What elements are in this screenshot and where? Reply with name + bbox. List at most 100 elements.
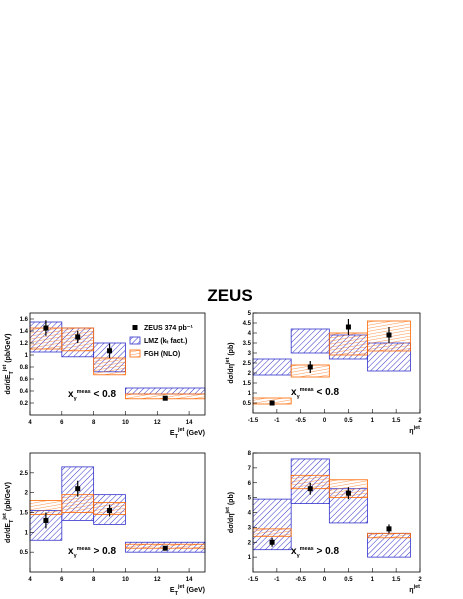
- y-axis-label-part: dσ/dE: [5, 523, 12, 543]
- y-tick-label: 3.5: [243, 341, 252, 347]
- y-tick-label: 0.5: [20, 550, 29, 556]
- x-tick-label: 1: [371, 577, 375, 583]
- data-point: [307, 364, 313, 370]
- y-tick-label: 2.5: [243, 361, 252, 367]
- y-axis-label: dσ/dηjet (pb): [225, 342, 235, 383]
- data-point: [386, 526, 392, 532]
- annotation-part: γ: [297, 553, 301, 559]
- band: [29, 500, 63, 515]
- band: [252, 528, 292, 537]
- annotation-part: x: [291, 387, 297, 398]
- y-tick-label: 1.6: [20, 317, 29, 323]
- y-tick-label: 2: [248, 540, 252, 546]
- annotation-part: γ: [74, 396, 78, 402]
- x-tick-label: 10: [122, 577, 129, 583]
- y-axis-label: dσ/dETjet (pb/GeV): [2, 334, 15, 395]
- x-tick-label: -0.5: [296, 418, 307, 424]
- x-axis-label-part: E: [170, 587, 175, 594]
- x-axis-label-part: T: [175, 591, 179, 597]
- x-axis-label: ETjet (GeV): [170, 427, 205, 440]
- y-tick-label: 1.5: [20, 511, 29, 517]
- data-point: [107, 348, 113, 354]
- annotation-part: > 0.8: [314, 546, 340, 557]
- y-tick-label: 1: [25, 530, 29, 536]
- y-axis-label: dσ/dηjet (pb): [225, 492, 235, 533]
- y-tick-label: 0.8: [20, 365, 29, 371]
- y-axis-label-part: dσ/dη: [228, 364, 235, 384]
- x-tick-label: 14: [186, 420, 193, 426]
- y-tick-label: 5: [248, 496, 252, 502]
- data-point: [269, 400, 275, 406]
- y-axis-label-part: (pb/GeV): [5, 482, 12, 513]
- x-tick-label: 10: [122, 420, 129, 426]
- y-tick-label: 1: [248, 555, 252, 561]
- x-tick-label: -1: [274, 577, 280, 583]
- y-tick-label: 0.4: [20, 389, 29, 395]
- x-tick-label: 12: [154, 420, 161, 426]
- annotation-part: x: [68, 546, 74, 557]
- y-axis-label-part: (pb): [228, 342, 235, 357]
- x-tick-label: 14: [186, 577, 193, 583]
- y-tick-label: 4: [248, 511, 252, 517]
- y-tick-label: 1.4: [20, 329, 29, 335]
- y-axis-label-part: (pb/GeV): [5, 334, 12, 365]
- y-tick-label: 2: [25, 491, 29, 497]
- frame: [29, 312, 206, 416]
- x-tick-label: 8: [92, 577, 96, 583]
- x-axis-label-part: (GeV): [184, 430, 205, 437]
- y-tick-label: 0.5: [243, 401, 252, 407]
- annotation-part: x: [68, 389, 74, 400]
- x-tick-label: -1: [274, 418, 280, 424]
- y-tick-label: 4: [248, 331, 252, 337]
- x-tick-label: -1.5: [248, 577, 259, 583]
- x-tick-label: 0.5: [344, 577, 353, 583]
- legend-label: LMZ (kₜ fact.): [144, 338, 187, 345]
- x-tick-label: 2: [418, 577, 422, 583]
- annotation-part: γ: [74, 553, 78, 559]
- x-axis-label-part: jet: [177, 584, 185, 590]
- y-tick-label: 6: [248, 481, 252, 487]
- x-axis-label-part: jet: [413, 425, 421, 431]
- x-axis-label-part: T: [175, 434, 179, 440]
- x-tick-label: 0.5: [344, 418, 353, 424]
- x-tick-label: -1.5: [248, 418, 259, 424]
- legend-swatch: [132, 325, 138, 330]
- annotation: xγmeas > 0.8: [68, 546, 116, 559]
- x-tick-label: 8: [92, 420, 96, 426]
- x-tick-label: 1.5: [392, 577, 401, 583]
- legend-label: FGH (NLO): [144, 351, 180, 358]
- x-tick-label: 1.5: [392, 418, 401, 424]
- data-point: [307, 486, 313, 492]
- y-tick-label: 0.6: [20, 377, 29, 383]
- annotation-part: x: [291, 546, 297, 557]
- annotation-part: meas: [300, 387, 314, 393]
- data-point: [43, 325, 49, 331]
- y-tick-label: 2.5: [20, 471, 29, 477]
- band: [367, 532, 411, 539]
- x-axis-label: ETjet (GeV): [170, 584, 205, 597]
- y-tick-label: 1: [25, 353, 29, 359]
- y-tick-label: 7: [248, 466, 252, 472]
- data-point: [75, 486, 81, 492]
- x-tick-label: 6: [60, 577, 64, 583]
- data-point: [345, 324, 351, 330]
- y-tick-label: 1.5: [243, 381, 252, 387]
- x-axis-label-part: E: [170, 430, 175, 437]
- y-axis-label: dσ/dETjet (pb/GeV): [2, 482, 15, 543]
- y-axis-label-part: dσ/dη: [228, 514, 235, 534]
- annotation-part: meas: [77, 389, 91, 395]
- data-point: [269, 539, 275, 545]
- band: [252, 498, 292, 551]
- legend-swatch: [129, 336, 141, 345]
- x-tick-label: 4: [28, 577, 32, 583]
- x-axis-label-part: η: [409, 428, 413, 435]
- x-tick-label: 2: [418, 418, 422, 424]
- y-tick-label: 1.2: [20, 341, 29, 347]
- y-axis-label-part: jet: [2, 513, 8, 521]
- x-tick-label: 12: [154, 577, 161, 583]
- annotation-part: < 0.8: [91, 389, 117, 400]
- y-tick-label: 0.2: [20, 401, 29, 407]
- y-axis-label-part: jet: [2, 365, 8, 373]
- y-axis-label-part: (pb): [228, 492, 235, 507]
